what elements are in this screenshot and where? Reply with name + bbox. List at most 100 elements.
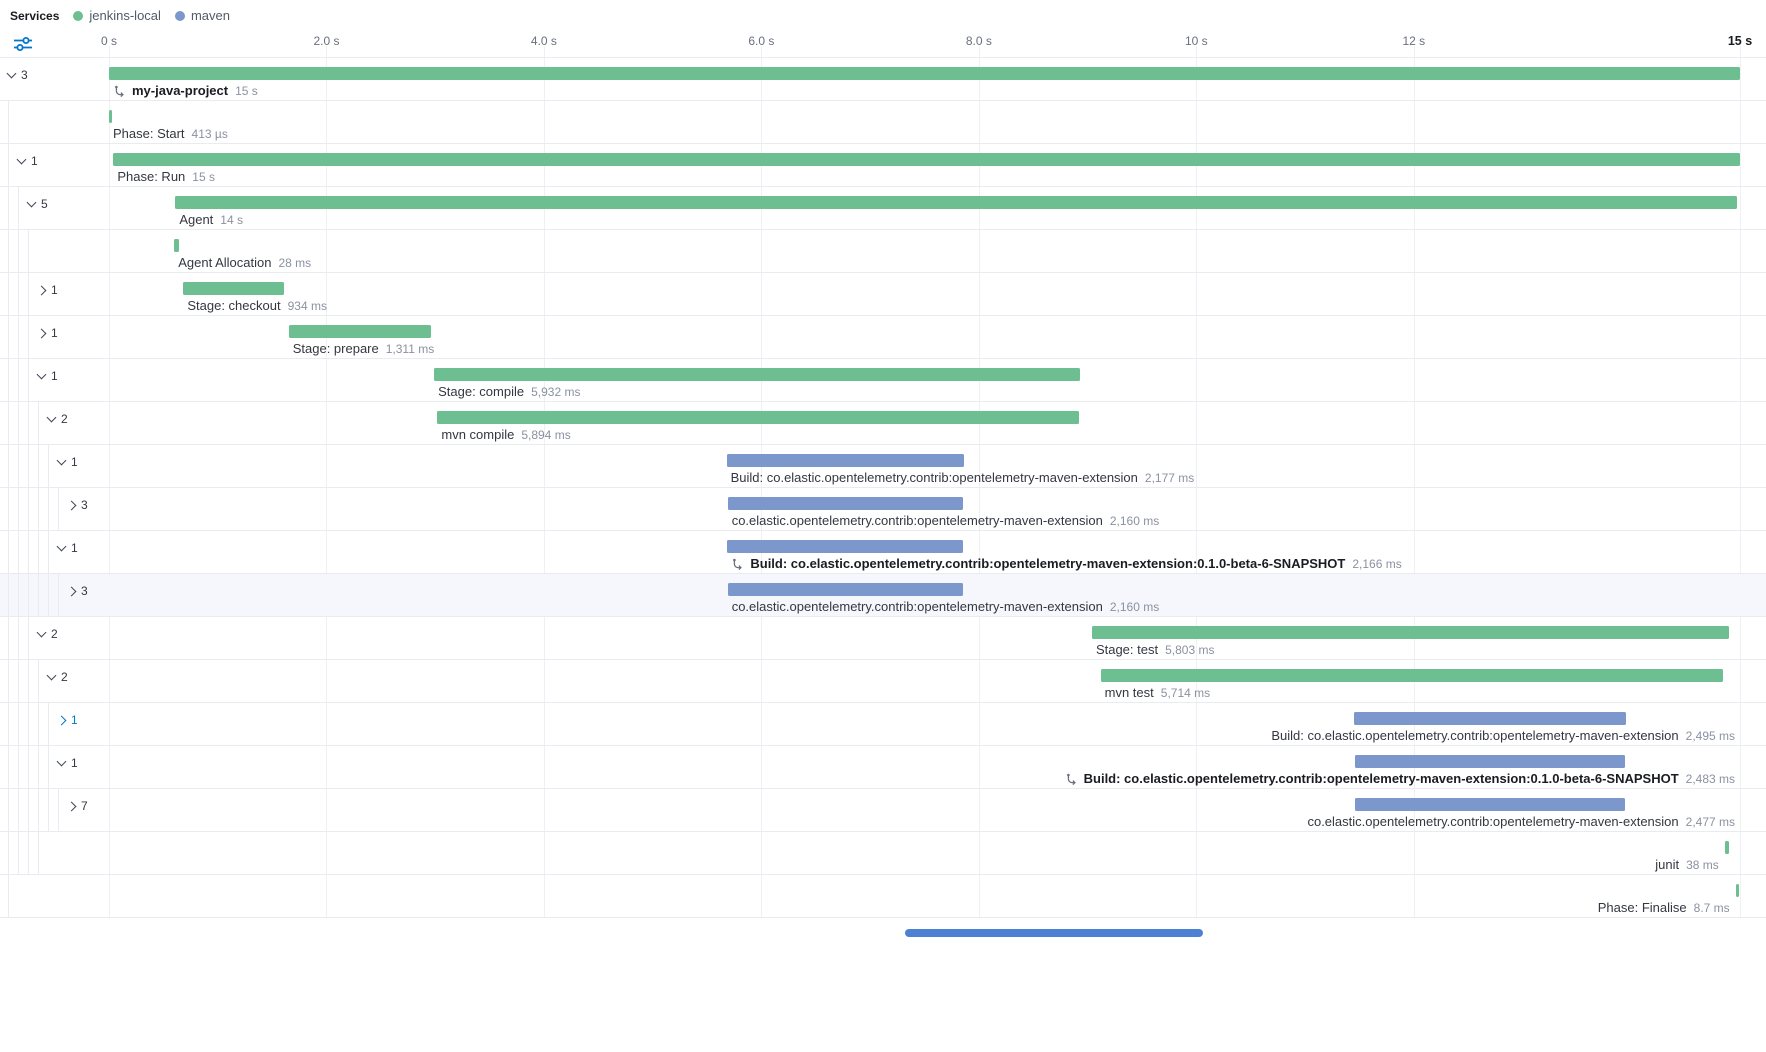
waterfall-row[interactable]: 1 Stage: checkout 934 ms: [0, 273, 1766, 316]
span-bar[interactable]: [1724, 841, 1730, 854]
indent-guide: [28, 402, 29, 445]
waterfall-row[interactable]: 1 Build: co.elastic.opentelemetry.contri…: [0, 445, 1766, 488]
span-bar[interactable]: [1091, 626, 1730, 639]
span-bar[interactable]: [1100, 669, 1723, 682]
horizontal-scrollbar-thumb[interactable]: [905, 929, 1203, 937]
span-label[interactable]: Stage: checkout 934 ms: [187, 297, 327, 314]
span-label[interactable]: Build: co.elastic.opentelemetry.contrib:…: [1065, 770, 1735, 787]
indent-guide: [8, 875, 9, 918]
expand-toggle-button[interactable]: 7: [66, 798, 88, 814]
expand-toggle-button[interactable]: 1: [56, 755, 78, 771]
indent-guide: [38, 789, 39, 832]
indent-guide: [58, 488, 59, 531]
span-label[interactable]: Phase: Run 15 s: [117, 168, 215, 185]
span-bar[interactable]: [437, 411, 1079, 424]
span-bar[interactable]: [113, 153, 1740, 166]
indent-guide: [8, 789, 9, 832]
span-bar[interactable]: [1353, 712, 1626, 725]
waterfall-row[interactable]: 3 co.elastic.opentelemetry.contrib:opent…: [0, 488, 1766, 531]
span-label[interactable]: co.elastic.opentelemetry.contrib:opentel…: [732, 598, 1160, 615]
span-bar[interactable]: [109, 110, 112, 123]
span-bar[interactable]: [1355, 798, 1625, 811]
span-bar[interactable]: [727, 583, 963, 596]
waterfall-row[interactable]: 3 my-java-project 15 s: [0, 58, 1766, 101]
span-label[interactable]: Agent Allocation 28 ms: [178, 254, 311, 271]
expand-toggle-button[interactable]: 1: [56, 712, 78, 728]
span-label[interactable]: Agent 14 s: [179, 211, 243, 228]
span-bar[interactable]: [434, 368, 1080, 381]
expand-toggle-button[interactable]: 5: [26, 196, 48, 212]
waterfall-row[interactable]: 2 Stage: test 5,803 ms: [0, 617, 1766, 660]
span-label[interactable]: Stage: test 5,803 ms: [1096, 641, 1215, 658]
waterfall-row[interactable]: Agent Allocation 28 ms: [0, 230, 1766, 273]
expand-toggle-button[interactable]: 3: [66, 583, 88, 599]
span-label[interactable]: co.elastic.opentelemetry.contrib:opentel…: [732, 512, 1160, 529]
span-label[interactable]: Stage: compile 5,932 ms: [438, 383, 580, 400]
filter-controls-icon[interactable]: [12, 36, 34, 54]
expand-toggle-button[interactable]: 3: [6, 67, 28, 83]
expand-toggle-button[interactable]: 1: [56, 454, 78, 470]
span-duration: 15 s: [192, 169, 215, 184]
span-name: Phase: Run: [117, 169, 186, 184]
waterfall-row[interactable]: 1 Build: co.elastic.opentelemetry.contri…: [0, 703, 1766, 746]
expand-toggle-button[interactable]: 1: [36, 325, 58, 341]
waterfall-row[interactable]: Phase: Finalise 8.7 ms: [0, 875, 1766, 918]
expand-toggle-button[interactable]: 1: [56, 540, 78, 556]
waterfall-row[interactable]: 1 Stage: prepare 1,311 ms: [0, 316, 1766, 359]
span-bar[interactable]: [109, 67, 1740, 80]
span-bar[interactable]: [174, 239, 179, 252]
span-bar[interactable]: [727, 540, 963, 553]
waterfall-row[interactable]: 5 Agent 14 s: [0, 187, 1766, 230]
span-label[interactable]: Build: co.elastic.opentelemetry.contrib:…: [731, 469, 1195, 486]
span-label[interactable]: mvn test 5,714 ms: [1105, 684, 1210, 701]
waterfall-row[interactable]: 1 Build: co.elastic.opentelemetry.contri…: [0, 746, 1766, 789]
span-label[interactable]: Phase: Finalise 8.7 ms: [1598, 899, 1730, 916]
waterfall-row[interactable]: Phase: Start 413 µs: [0, 101, 1766, 144]
waterfall-row[interactable]: 1 Build: co.elastic.opentelemetry.contri…: [0, 531, 1766, 574]
span-bar[interactable]: [175, 196, 1737, 209]
expand-toggle-button[interactable]: 1: [36, 282, 58, 298]
expand-toggle-button[interactable]: 2: [36, 626, 58, 642]
span-label[interactable]: Build: co.elastic.opentelemetry.contrib:…: [1271, 727, 1735, 744]
span-duration: 1,311 ms: [385, 341, 435, 356]
waterfall-row[interactable]: 3 co.elastic.opentelemetry.contrib:opent…: [0, 574, 1766, 617]
children-count: 1: [71, 713, 78, 727]
children-count: 1: [31, 154, 38, 168]
indent-guide: [18, 531, 19, 574]
expand-toggle-button[interactable]: 1: [16, 153, 38, 169]
span-bar[interactable]: [1735, 884, 1739, 897]
span-label[interactable]: co.elastic.opentelemetry.contrib:opentel…: [1307, 813, 1735, 830]
span-label[interactable]: junit 38 ms: [1655, 856, 1719, 873]
span-label[interactable]: Build: co.elastic.opentelemetry.contrib:…: [731, 555, 1402, 572]
indent-guide: [28, 617, 29, 660]
waterfall-row[interactable]: 2 mvn test 5,714 ms: [0, 660, 1766, 703]
expand-toggle-button[interactable]: 2: [46, 411, 68, 427]
indent-guide: [48, 488, 49, 531]
waterfall-row[interactable]: 1 Phase: Run 15 s: [0, 144, 1766, 187]
waterfall-row[interactable]: 2 mvn compile 5,894 ms: [0, 402, 1766, 445]
waterfall-row[interactable]: 1 Stage: compile 5,932 ms: [0, 359, 1766, 402]
span-bar[interactable]: [183, 282, 285, 295]
indent-guide: [38, 746, 39, 789]
chevron-icon: [66, 500, 77, 510]
span-bar[interactable]: [726, 454, 964, 467]
span-label[interactable]: Stage: prepare 1,311 ms: [293, 340, 434, 357]
children-count: 5: [41, 197, 48, 211]
span-bar[interactable]: [1355, 755, 1626, 768]
chevron-icon: [66, 586, 77, 596]
services-legend: Services jenkins-local maven: [10, 8, 230, 23]
span-duration: 2,483 ms: [1685, 771, 1735, 786]
span-bar[interactable]: [288, 325, 432, 338]
expand-toggle-button[interactable]: 1: [36, 368, 58, 384]
expand-toggle-button[interactable]: 3: [66, 497, 88, 513]
span-label[interactable]: mvn compile 5,894 ms: [441, 426, 570, 443]
indent-guide: [18, 445, 19, 488]
span-bar[interactable]: [727, 497, 963, 510]
waterfall-row[interactable]: 7 co.elastic.opentelemetry.contrib:opent…: [0, 789, 1766, 832]
timeline-tick-label: 6.0 s: [748, 34, 775, 48]
span-label[interactable]: my-java-project 15 s: [113, 82, 258, 99]
expand-toggle-button[interactable]: 2: [46, 669, 68, 685]
span-name: mvn test: [1104, 685, 1154, 700]
waterfall-row[interactable]: junit 38 ms: [0, 832, 1766, 875]
span-label[interactable]: Phase: Start 413 µs: [113, 125, 228, 142]
